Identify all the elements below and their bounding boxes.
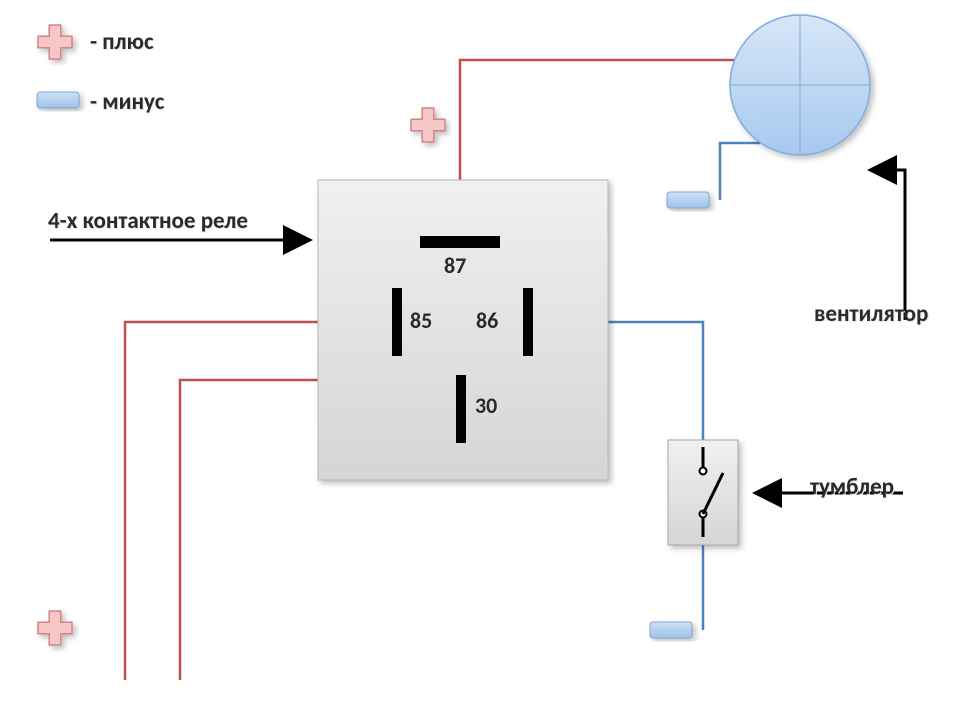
pin-87-label: 87 xyxy=(444,252,466,279)
minus-icon xyxy=(667,192,709,208)
fan-label: вентилятор xyxy=(814,300,928,328)
plus-icon xyxy=(38,611,72,645)
plus-icon xyxy=(411,108,445,142)
relay-label: 4-х контактное реле xyxy=(48,207,248,235)
wire-blue-fan-down xyxy=(720,143,760,200)
arrow-fan xyxy=(870,170,905,320)
switch-symbol xyxy=(668,440,738,545)
switch-label: тумблер xyxy=(810,473,894,501)
minus-icon xyxy=(37,92,79,108)
plus-icon xyxy=(38,25,72,59)
pin-85-label: 85 xyxy=(410,307,432,334)
minus-icon xyxy=(650,622,692,638)
pin-30-label: 30 xyxy=(475,392,497,419)
fan-symbol xyxy=(730,15,870,155)
pin-86-label: 86 xyxy=(476,307,498,334)
legend-plus-label: - плюс xyxy=(90,28,154,56)
legend-minus-label: - минус xyxy=(90,88,164,116)
